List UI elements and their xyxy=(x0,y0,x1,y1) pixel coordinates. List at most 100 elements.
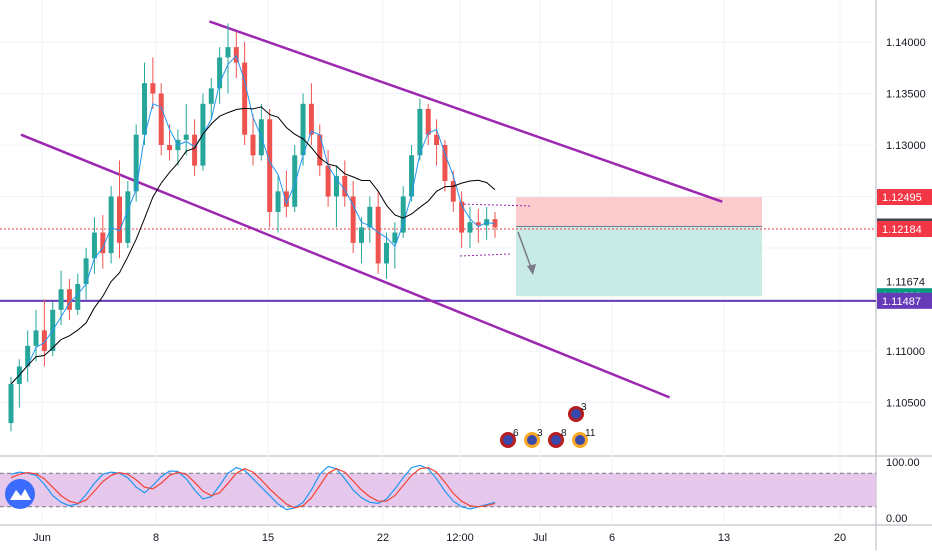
candle-body[interactable] xyxy=(267,119,273,212)
candle-body[interactable] xyxy=(409,155,415,197)
candle-body[interactable] xyxy=(400,196,406,233)
tradingview-logo[interactable] xyxy=(5,479,35,509)
candle-body[interactable] xyxy=(417,108,423,156)
candle-body[interactable] xyxy=(217,57,223,89)
event-count: 3 xyxy=(537,428,543,439)
price-tag-box xyxy=(877,292,932,309)
candle-body[interactable] xyxy=(208,88,214,104)
candle-body[interactable] xyxy=(300,103,306,156)
candle-body[interactable] xyxy=(233,47,239,63)
event-icon[interactable]: 6 xyxy=(500,428,519,448)
candle-body[interactable] xyxy=(75,284,81,310)
candle-body[interactable] xyxy=(25,345,31,367)
candle-body[interactable] xyxy=(183,134,189,140)
candle-body[interactable] xyxy=(8,383,14,424)
time-axis-tick[interactable]: Jun xyxy=(33,532,51,544)
candle-body[interactable] xyxy=(66,289,72,310)
price-axis-tick[interactable]: 1.11674 xyxy=(886,277,925,289)
price-tag-label: 1.12184 xyxy=(882,224,922,236)
time-axis-tick[interactable]: 13 xyxy=(718,532,730,544)
candle-body[interactable] xyxy=(459,201,465,233)
projection-arrow-line xyxy=(517,231,533,271)
candle-body[interactable] xyxy=(325,165,331,197)
economic-events[interactable]: 6 3 8 11 3 xyxy=(500,402,596,448)
event-flag-inner-icon xyxy=(571,409,581,419)
candle-body[interactable] xyxy=(275,191,281,212)
candle-body[interactable] xyxy=(158,93,164,146)
range-top-line xyxy=(459,203,533,207)
candle-body[interactable] xyxy=(342,175,348,197)
candle-body[interactable] xyxy=(100,232,106,254)
event-icon[interactable]: 3 xyxy=(568,402,587,422)
channel-lower-line[interactable] xyxy=(20,133,671,399)
candle-body[interactable] xyxy=(367,206,373,228)
candle-body[interactable] xyxy=(350,196,356,243)
candle-body[interactable] xyxy=(91,232,97,259)
candle-body[interactable] xyxy=(292,155,298,207)
time-axis-tick[interactable]: 8 xyxy=(153,532,159,544)
candle-body[interactable] xyxy=(58,289,64,310)
price-axis-tick[interactable]: 1.11000 xyxy=(886,346,925,358)
range-bottom-line xyxy=(459,253,511,257)
candle-body[interactable] xyxy=(434,134,440,145)
candle-body[interactable] xyxy=(142,83,148,135)
candle-body[interactable] xyxy=(250,134,256,156)
candle-body[interactable] xyxy=(492,219,498,228)
candle-body[interactable] xyxy=(33,330,39,346)
candle-body[interactable] xyxy=(108,196,114,254)
time-axis-tick[interactable]: Jul xyxy=(533,532,547,544)
candle-body[interactable] xyxy=(150,83,156,94)
candle-body[interactable] xyxy=(308,103,314,135)
price-axis-labels[interactable]: 1.14000 1.13500 1.13000 1.11674 1.11000 1.105… xyxy=(886,37,926,410)
trend-lines[interactable] xyxy=(0,20,876,399)
event-icon[interactable]: 8 xyxy=(548,428,567,448)
stochastic-d-line xyxy=(10,466,496,509)
take-profit-zone[interactable] xyxy=(516,226,762,297)
candle-body[interactable] xyxy=(83,258,89,285)
candle-body[interactable] xyxy=(167,145,173,151)
candle-body[interactable] xyxy=(283,191,289,207)
price-axis-tick[interactable]: 1.14000 xyxy=(886,37,926,49)
candle-body[interactable] xyxy=(192,134,198,166)
candle-body[interactable] xyxy=(442,145,448,182)
candle-body[interactable] xyxy=(358,227,364,243)
event-count: 6 xyxy=(513,428,519,439)
time-axis-labels[interactable]: Jun 8 15 22 12:00 Jul 6 13 20 xyxy=(33,532,846,544)
candle-body[interactable] xyxy=(41,330,47,351)
candle-body[interactable] xyxy=(125,191,131,243)
event-count: 3 xyxy=(581,402,587,413)
candle-body[interactable] xyxy=(392,232,398,243)
candle-body[interactable] xyxy=(450,181,456,202)
candle-body[interactable] xyxy=(375,206,381,264)
price-tag-label: 1.11487 xyxy=(882,296,921,308)
candle-body[interactable] xyxy=(333,175,339,197)
position-tool[interactable] xyxy=(516,197,762,297)
time-axis-tick[interactable]: 15 xyxy=(262,532,274,544)
candle-body[interactable] xyxy=(133,134,139,192)
event-icon[interactable]: 3 xyxy=(524,428,543,448)
stop-loss-zone[interactable] xyxy=(516,197,762,227)
channel-upper-line[interactable] xyxy=(208,20,723,203)
price-tag-label: 1.12495 xyxy=(882,192,922,204)
candlestick-series[interactable] xyxy=(8,23,498,432)
candle-body[interactable] xyxy=(475,222,481,226)
time-axis-tick[interactable]: 22 xyxy=(377,532,389,544)
candle-body[interactable] xyxy=(242,62,248,135)
time-axis-tick[interactable]: 12:00 xyxy=(446,532,474,544)
candle-body[interactable] xyxy=(467,222,473,233)
candle-body[interactable] xyxy=(425,108,431,135)
candle-body[interactable] xyxy=(116,196,122,243)
candle-body[interactable] xyxy=(225,47,231,58)
stochastic-lines xyxy=(10,464,496,511)
time-axis-tick[interactable]: 20 xyxy=(834,532,846,544)
price-axis-tick[interactable]: 1.13000 xyxy=(886,140,926,152)
candle-body[interactable] xyxy=(384,242,390,264)
event-icon[interactable]: 11 xyxy=(572,428,596,448)
price-axis-tick[interactable]: 1.10500 xyxy=(886,398,926,410)
price-axis-tick[interactable]: 1.13500 xyxy=(886,89,926,101)
candle-body[interactable] xyxy=(317,134,323,166)
time-axis-tick[interactable]: 6 xyxy=(609,532,615,544)
